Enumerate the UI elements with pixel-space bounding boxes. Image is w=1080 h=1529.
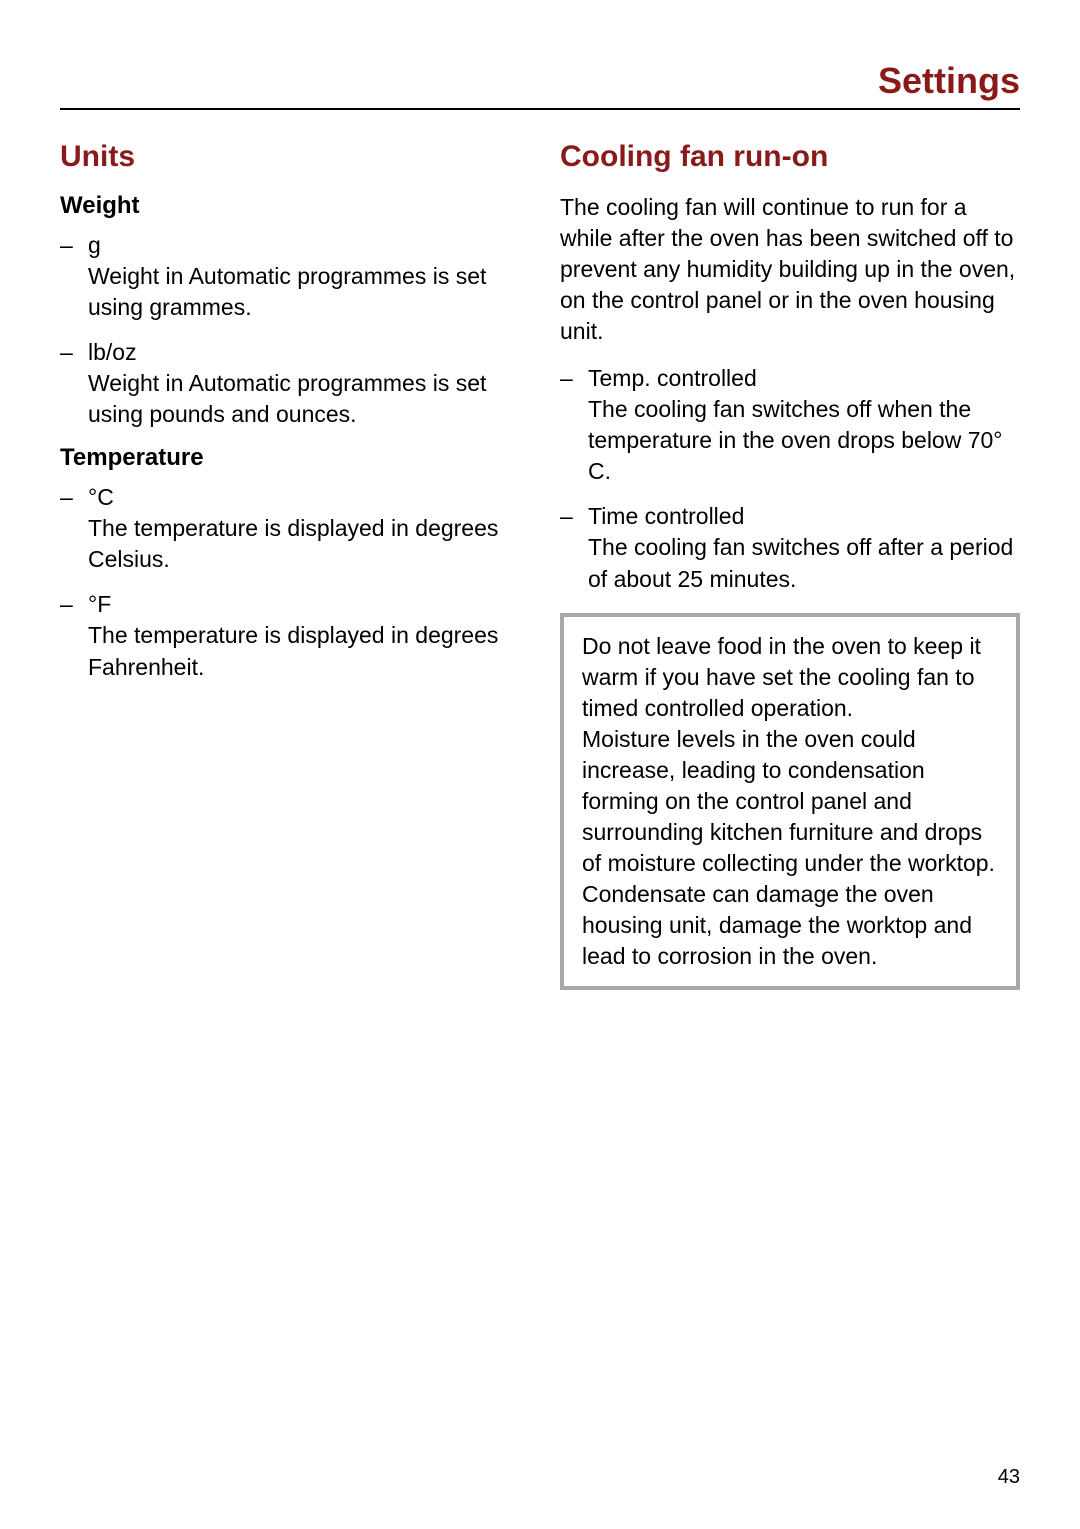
item-desc: The temperature is displayed in degrees … [88, 620, 520, 682]
dash-icon: – [60, 337, 88, 430]
item-label: °F [88, 589, 520, 620]
item-desc: The cooling fan switches off when the te… [588, 394, 1020, 487]
item-label: lb/oz [88, 337, 520, 368]
note-paragraph: Condensate can damage the oven housing u… [582, 879, 998, 972]
item-label: °C [88, 482, 520, 513]
item-body: lb/oz Weight in Automatic programmes is … [88, 337, 520, 430]
dash-icon: – [60, 589, 88, 682]
cooling-intro: The cooling fan will continue to run for… [560, 192, 1020, 347]
list-item: – °F The temperature is displayed in deg… [60, 589, 520, 682]
dash-icon: – [560, 501, 588, 594]
warning-note: Do not leave food in the oven to keep it… [560, 613, 1020, 991]
cooling-heading: Cooling fan run-on [560, 140, 1020, 174]
item-body: g Weight in Automatic programmes is set … [88, 230, 520, 323]
page-number: 43 [998, 1466, 1020, 1489]
list-item: – Temp. controlled The cooling fan switc… [560, 363, 1020, 487]
list-item: – Time controlled The cooling fan switch… [560, 501, 1020, 594]
page: Settings Units Weight – g Weight in Auto… [0, 0, 1080, 1529]
item-desc: The temperature is displayed in degrees … [88, 513, 520, 575]
units-heading: Units [60, 140, 520, 174]
item-desc: Weight in Automatic programmes is set us… [88, 368, 520, 430]
note-paragraph: Do not leave food in the oven to keep it… [582, 631, 998, 724]
page-title: Settings [60, 60, 1020, 102]
weight-subheading: Weight [60, 192, 520, 220]
list-item: – lb/oz Weight in Automatic programmes i… [60, 337, 520, 430]
left-column: Units Weight – g Weight in Automatic pro… [60, 140, 520, 990]
temperature-subheading: Temperature [60, 444, 520, 472]
item-body: Time controlled The cooling fan switches… [588, 501, 1020, 594]
page-header: Settings [60, 60, 1020, 110]
right-column: Cooling fan run-on The cooling fan will … [560, 140, 1020, 990]
item-label: g [88, 230, 520, 261]
dash-icon: – [60, 230, 88, 323]
item-body: Temp. controlled The cooling fan switche… [588, 363, 1020, 487]
list-item: – °C The temperature is displayed in deg… [60, 482, 520, 575]
item-label: Time controlled [588, 501, 1020, 532]
dash-icon: – [60, 482, 88, 575]
item-body: °F The temperature is displayed in degre… [88, 589, 520, 682]
dash-icon: – [560, 363, 588, 487]
note-paragraph: Moisture levels in the oven could increa… [582, 724, 998, 879]
item-body: °C The temperature is displayed in degre… [88, 482, 520, 575]
content-columns: Units Weight – g Weight in Automatic pro… [60, 140, 1020, 990]
item-label: Temp. controlled [588, 363, 1020, 394]
item-desc: The cooling fan switches off after a per… [588, 532, 1020, 594]
list-item: – g Weight in Automatic programmes is se… [60, 230, 520, 323]
item-desc: Weight in Automatic programmes is set us… [88, 261, 520, 323]
